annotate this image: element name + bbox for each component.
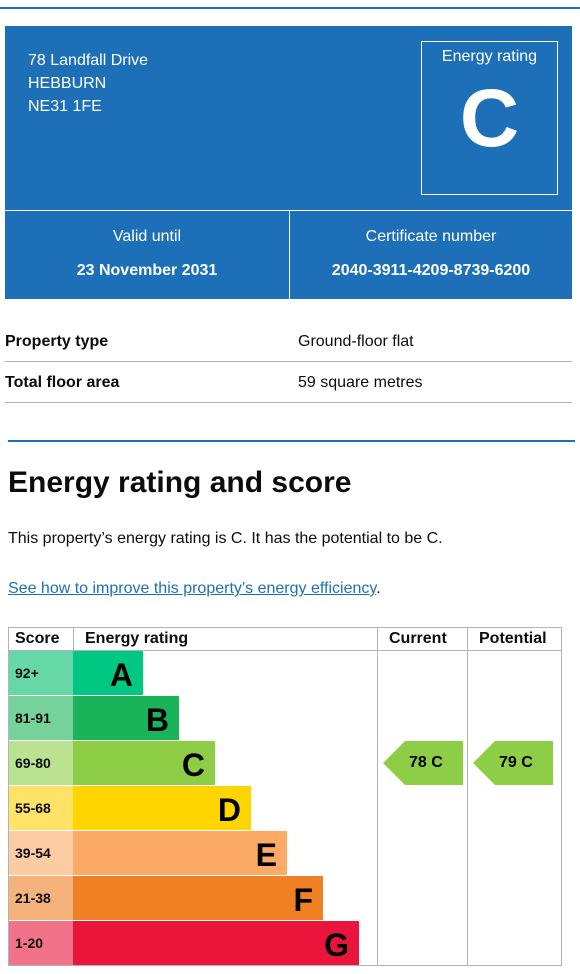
improve-efficiency-link[interactable]: See how to improve this property’s energ…: [8, 580, 377, 597]
band-score: 55-68: [9, 786, 73, 830]
band-row-e: 39-54 E: [9, 831, 287, 875]
address: 78 Landfall Drive HEBBURN NE31 1FE: [28, 49, 148, 118]
current-divider: [377, 628, 378, 965]
band-bar-a: A: [73, 651, 143, 695]
band-bar-f: F: [73, 876, 323, 920]
address-line-1: 78 Landfall Drive: [28, 52, 149, 69]
certificate-header: 78 Landfall Drive HEBBURN NE31 1FE Energ…: [5, 26, 572, 210]
floor-area-key: Total floor area: [5, 374, 120, 391]
current-arrow-shape: [383, 741, 463, 785]
property-type-value: Ground-floor flat: [298, 333, 414, 350]
valid-until-label: Valid until: [112, 228, 182, 245]
header-divider: [9, 650, 561, 651]
certificate-info-row: Valid until 23 November 2031 Certificate…: [5, 211, 572, 299]
band-score: 39-54: [9, 831, 73, 875]
band-bar-e: E: [73, 831, 287, 875]
improve-link-line: See how to improve this property’s energ…: [8, 580, 381, 598]
property-type-key: Property type: [5, 333, 109, 350]
band-row-a: 92+ A: [9, 651, 143, 695]
potential-header: Potential: [479, 630, 547, 647]
band-row-d: 55-68 D: [9, 786, 251, 830]
band-score: 1-20: [9, 921, 73, 965]
energy-rating-header: Energy rating: [85, 630, 189, 647]
energy-rating-letter: C: [459, 73, 520, 164]
valid-until-value: 23 November 2031: [76, 262, 218, 279]
band-bar-d: D: [73, 786, 251, 830]
energy-rating-label: Energy rating: [441, 48, 538, 65]
band-letter: D: [217, 792, 241, 828]
band-score: 81-91: [9, 696, 73, 740]
band-bar-c: C: [73, 741, 215, 785]
certificate-number-cell: Certificate number 2040-3911-4209-8739-6…: [290, 211, 572, 299]
band-row-b: 81-91 B: [9, 696, 179, 740]
score-divider: [73, 628, 74, 650]
energy-rating-chart: Score Energy rating Current Potential 92…: [8, 627, 562, 966]
band-row-f: 21-38 F: [9, 876, 323, 920]
band-row-g: 1-20 G: [9, 921, 359, 965]
band-letter: C: [181, 747, 205, 783]
certificate-number-value: 2040-3911-4209-8739-6200: [331, 262, 531, 279]
current-rating-arrow: 78 C: [383, 741, 463, 785]
band-bar-b: B: [73, 696, 179, 740]
potential-rating-arrow: 79 C: [473, 741, 553, 785]
current-rating-text: 78 C: [409, 754, 443, 771]
band-score: 69-80: [9, 741, 73, 785]
section-heading: Energy rating and score: [8, 466, 352, 499]
valid-until-cell: Valid until 23 November 2031: [5, 211, 289, 299]
band-letter: A: [109, 657, 133, 693]
current-header: Current: [389, 630, 447, 647]
top-rule: [0, 7, 580, 9]
property-summary: Property type Ground-floor flat Total fl…: [5, 321, 572, 403]
band-letter: B: [145, 702, 169, 738]
potential-arrow-shape: [473, 741, 553, 785]
band-letter: E: [255, 837, 277, 873]
section-rule: [8, 440, 575, 442]
address-line-2: HEBBURN: [28, 75, 107, 92]
summary-row-property-type: Property type Ground-floor flat: [5, 321, 572, 362]
band-letter: G: [324, 927, 349, 963]
score-header: Score: [15, 630, 60, 647]
certificate-number-label: Certificate number: [365, 228, 497, 245]
potential-divider: [467, 628, 468, 965]
rating-summary-text: This property’s energy rating is C. It h…: [8, 530, 443, 547]
potential-rating-text: 79 C: [499, 754, 533, 771]
band-row-c: 69-80 C: [9, 741, 215, 785]
link-suffix: .: [376, 580, 381, 597]
band-bar-g: G: [73, 921, 359, 965]
band-letter: F: [293, 882, 313, 918]
band-score: 21-38: [9, 876, 73, 920]
floor-area-value: 59 square metres: [298, 374, 423, 391]
energy-rating-box: Energy rating C: [421, 41, 558, 195]
address-postcode: NE31 1FE: [28, 98, 102, 115]
band-score: 92+: [9, 651, 73, 695]
summary-row-floor-area: Total floor area 59 square metres: [5, 362, 572, 403]
